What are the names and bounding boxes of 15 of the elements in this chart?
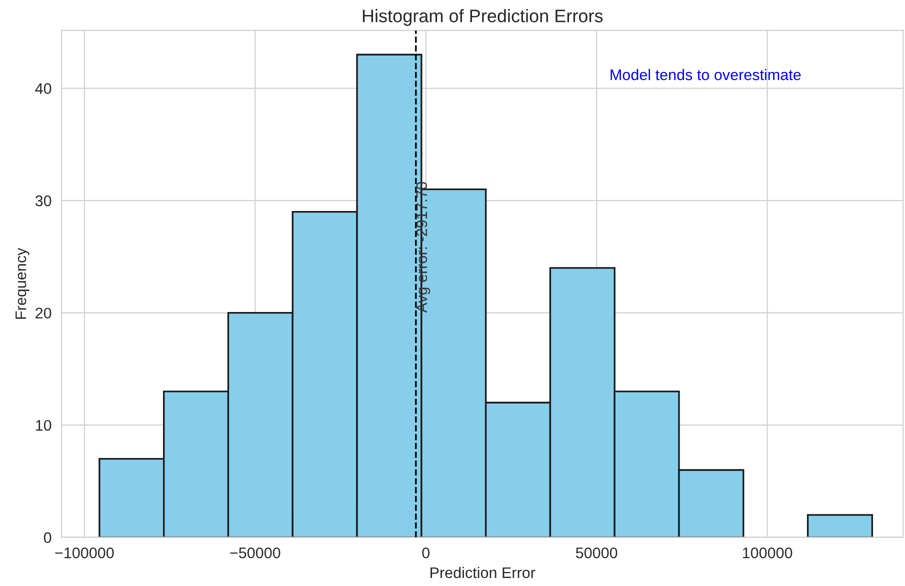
- x-axis-title: Prediction Error: [430, 566, 536, 578]
- x-tick-label: 0: [422, 547, 430, 558]
- x-tick-label: 100000: [742, 547, 792, 558]
- x-tick-label: 50000: [576, 547, 618, 558]
- y-tick-label: 40: [35, 83, 52, 94]
- x-tick-label: −50000: [230, 547, 280, 558]
- x-tick-label: −100000: [55, 547, 114, 558]
- y-tick-label: 30: [35, 195, 52, 206]
- annotation: Model tends to overestimate: [610, 68, 801, 80]
- y-tick-label: 10: [36, 420, 52, 431]
- chart-title: Histogram of Prediction Errors: [362, 9, 603, 26]
- ref-line-label: Avg error: -2917.70: [416, 182, 430, 313]
- y-tick-label: 0: [44, 532, 52, 544]
- y-axis-title: Frequency: [16, 248, 30, 319]
- y-tick-label: 20: [36, 308, 52, 319]
